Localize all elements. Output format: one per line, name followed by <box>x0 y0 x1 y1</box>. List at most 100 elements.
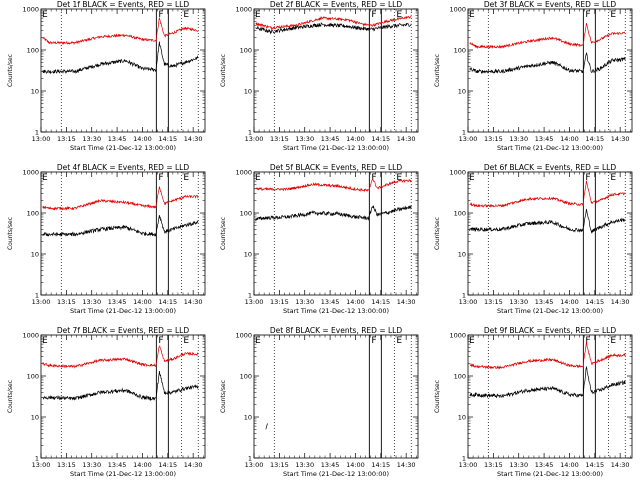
detector-panel-2: Det 2f BLACK = Events, RED = LLD Counts/s… <box>220 0 419 152</box>
y-tick-label: 10 <box>458 251 466 259</box>
x-tick-label: 14:15 <box>371 298 390 306</box>
x-axis-label: Start Time (21-Dec-12 13:00:00) <box>283 307 389 315</box>
x-tick-label: 13:45 <box>108 461 127 469</box>
events-series-line <box>42 370 199 402</box>
y-tick-label: 1000 <box>22 169 39 177</box>
events-series-line <box>42 41 199 75</box>
detector-panel-6: Det 6f BLACK = Events, RED = LLD Counts/s… <box>434 163 633 315</box>
x-tick-label: 14:30 <box>611 135 630 143</box>
y-tick-label: 1 <box>248 455 252 463</box>
marker-label-e: E <box>396 173 402 183</box>
plot-frame <box>467 334 633 459</box>
marker-label-e: E <box>469 336 475 346</box>
marker-label-e: E <box>42 10 48 20</box>
detector-panel-3: Det 3f BLACK = Events, RED = LLD Counts/s… <box>434 0 633 152</box>
x-axis-label: Start Time (21-Dec-12 13:00:00) <box>70 144 176 152</box>
x-axis-label: Start Time (21-Dec-12 13:00:00) <box>497 307 603 315</box>
lld-series-line <box>42 345 199 369</box>
events-series-line <box>255 204 412 221</box>
plot-frame <box>40 334 206 459</box>
marker-label-f: F <box>158 336 163 346</box>
events-series-line <box>469 52 626 74</box>
y-tick-label: 10 <box>31 251 39 259</box>
y-tick-label: 1 <box>248 129 252 137</box>
panel-title: Det 6f BLACK = Events, RED = LLD <box>484 163 617 172</box>
plot-frame <box>467 8 633 133</box>
y-axis-label: Counts/sec <box>434 54 441 87</box>
y-tick-label: 1 <box>248 292 252 300</box>
x-tick-label: 14:30 <box>611 298 630 306</box>
x-tick-label: 14:00 <box>133 298 152 306</box>
y-tick-label: 10 <box>31 88 39 96</box>
y-axis-label: Counts/sec <box>7 54 14 87</box>
x-tick-label: 14:30 <box>184 298 203 306</box>
x-tick-label: 14:15 <box>585 461 604 469</box>
x-tick-label: 13:15 <box>270 461 289 469</box>
x-tick-label: 14:30 <box>184 135 203 143</box>
x-tick-label: 14:15 <box>158 461 177 469</box>
y-axis-label: Counts/sec <box>220 54 227 87</box>
x-tick-label: 13:30 <box>82 298 101 306</box>
marker-label-e: E <box>469 173 475 183</box>
detector-panel-4: Det 4f BLACK = Events, RED = LLD Counts/s… <box>7 163 206 315</box>
x-axis-label: Start Time (21-Dec-12 13:00:00) <box>497 470 603 478</box>
y-tick-label: 1 <box>462 455 466 463</box>
y-axis-label: Counts/sec <box>220 380 227 413</box>
events-series-line <box>42 214 199 237</box>
marker-label-e: E <box>469 10 475 20</box>
x-tick-label: 13:00 <box>245 135 264 143</box>
lld-series-line <box>42 16 199 46</box>
marker-label-f: F <box>585 173 590 183</box>
y-tick-label: 100 <box>27 373 39 381</box>
panel-title: Det 8f BLACK = Events, RED = LLD <box>270 326 403 335</box>
marker-label-e: E <box>183 336 189 346</box>
y-tick-label: 100 <box>454 47 466 55</box>
marker-label-e: E <box>255 336 261 346</box>
marker-label-e: E <box>42 336 48 346</box>
x-tick-label: 13:30 <box>82 135 101 143</box>
x-tick-label: 13:45 <box>108 298 127 306</box>
y-tick-label: 100 <box>454 373 466 381</box>
y-tick-label: 1000 <box>235 332 252 340</box>
marker-label-e: E <box>42 173 48 183</box>
y-axis-label: Counts/sec <box>434 380 441 413</box>
x-tick-label: 13:15 <box>57 135 76 143</box>
marker-label-e: E <box>610 173 616 183</box>
y-axis-label: Counts/sec <box>7 217 14 250</box>
events-series-line <box>265 423 268 430</box>
x-axis-label: Start Time (21-Dec-12 13:00:00) <box>283 470 389 478</box>
x-tick-label: 14:00 <box>133 461 152 469</box>
y-tick-label: 1 <box>35 129 39 137</box>
y-tick-label: 100 <box>240 210 252 218</box>
y-axis-label: Counts/sec <box>434 217 441 250</box>
plot-frame <box>467 171 633 296</box>
x-tick-label: 13:15 <box>484 298 503 306</box>
marker-label-f: F <box>585 10 590 20</box>
y-tick-label: 10 <box>458 414 466 422</box>
x-tick-label: 13:00 <box>32 135 51 143</box>
x-tick-label: 14:30 <box>397 461 416 469</box>
events-series-line <box>469 365 626 399</box>
marker-label-e: E <box>255 10 261 20</box>
x-tick-label: 13:00 <box>459 461 478 469</box>
y-tick-label: 1000 <box>235 6 252 14</box>
y-axis-label: Counts/sec <box>220 217 227 250</box>
x-tick-label: 14:30 <box>397 135 416 143</box>
x-tick-label: 14:15 <box>585 298 604 306</box>
y-axis-label: Counts/sec <box>7 380 14 413</box>
detector-panel-7: Det 7f BLACK = Events, RED = LLD Counts/s… <box>7 326 206 478</box>
y-tick-label: 1 <box>35 455 39 463</box>
x-tick-label: 14:00 <box>346 135 365 143</box>
lld-series-line <box>469 180 626 208</box>
y-tick-label: 10 <box>244 251 252 259</box>
panel-title: Det 2f BLACK = Events, RED = LLD <box>270 0 403 9</box>
x-tick-label: 14:00 <box>560 461 579 469</box>
marker-label-f: F <box>371 336 376 346</box>
x-tick-label: 14:30 <box>184 461 203 469</box>
y-tick-label: 1000 <box>22 6 39 14</box>
panel-title: Det 1f BLACK = Events, RED = LLD <box>57 0 190 9</box>
x-tick-label: 14:15 <box>158 298 177 306</box>
panel-title: Det 7f BLACK = Events, RED = LLD <box>57 326 190 335</box>
x-tick-label: 13:45 <box>535 298 554 306</box>
x-tick-label: 13:30 <box>295 298 314 306</box>
